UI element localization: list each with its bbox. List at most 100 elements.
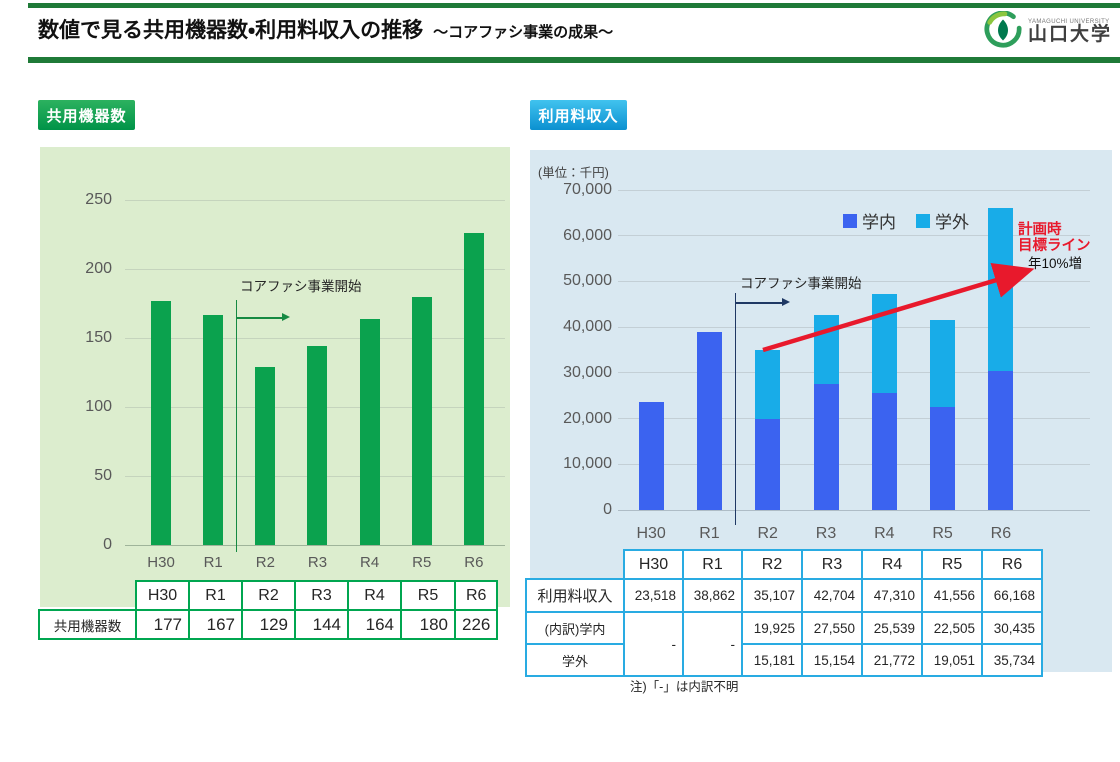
revenue-breakdown-unknown-H30: - (623, 611, 684, 677)
y-axis-tick-100: 100 (85, 398, 112, 415)
equipment-bar-R2 (255, 366, 276, 545)
revenue-total-R5: 41,556 (921, 578, 983, 613)
x-axis-label-R5: R5 (412, 554, 432, 571)
gridline-20000 (618, 418, 1090, 420)
row-label-external: 学外 (525, 643, 625, 677)
equipment-value-R2: 129 (241, 609, 296, 640)
revenue-bar-internal-R5 (930, 407, 956, 510)
x-axis-label-R6: R6 (990, 525, 1012, 542)
col-header-R4: R4 (861, 549, 923, 580)
y-axis-tick-250: 250 (85, 191, 112, 208)
equipment-value-R5: 180 (400, 609, 456, 640)
col-header-R2: R2 (241, 580, 296, 611)
equipment-badge: 共用機器数 (38, 100, 135, 130)
y-axis-tick-200: 200 (85, 260, 112, 277)
y-axis-tick-0: 0 (103, 536, 112, 553)
revenue-internal-R6: 30,435 (981, 611, 1043, 645)
project-start-line-right (734, 293, 736, 525)
equipment-value-R4: 164 (347, 609, 402, 640)
equipment-table: H30 R1 R2 R3 R4 R5 R6 共用機器数 177 167 129 144 164 180 22… (38, 580, 499, 640)
col-header-H30: H30 (135, 580, 190, 611)
project-start-label-right: コアファシ事業開始 (740, 276, 862, 291)
project-start-arrowhead-left (282, 313, 290, 322)
revenue-bar-internal-R2 (755, 418, 781, 510)
col-header-R3: R3 (294, 580, 349, 611)
revenue-external-R3: 15,154 (801, 643, 863, 677)
x-axis-label-R5: R5 (932, 525, 953, 542)
revenue-internal-R2: 19,925 (741, 611, 803, 645)
gridline-150 (125, 337, 505, 339)
equipment-bar-R4 (359, 318, 380, 545)
gridline-10000 (618, 463, 1090, 465)
gridline-200 (125, 268, 505, 270)
y-axis-tick-40000: 40,000 (563, 318, 612, 336)
col-header-R5: R5 (400, 580, 456, 611)
equipment-bar-H30 (151, 300, 172, 545)
revenue-bar-external-R5 (930, 320, 956, 408)
x-axis-label-R3: R3 (307, 554, 328, 571)
equipment-bar-R1 (203, 314, 224, 545)
equipment-value-R1: 167 (188, 609, 243, 640)
university-logo-icon (984, 10, 1022, 54)
revenue-internal-R3: 27,550 (801, 611, 863, 645)
revenue-total-R2: 35,107 (741, 578, 803, 613)
gridline-70000 (618, 189, 1090, 191)
revenue-data-table: H30 R1 R2 R3 R4 R5 R6 利用料収入 23,518 38,862 35,107 42… (525, 549, 1043, 677)
equipment-data-table: H30 R1 R2 R3 R4 R5 R6 共用機器数 177 167 129 144 164 180 22… (38, 580, 499, 640)
revenue-total-R3: 42,704 (801, 578, 863, 613)
row-label-equipment: 共用機器数 (38, 609, 137, 640)
y-axis-tick-70000: 70,000 (563, 181, 612, 198)
equipment-bar-R6 (463, 233, 484, 545)
header-bottom-rule (28, 57, 1120, 63)
equipment-bar-R3 (307, 346, 328, 545)
revenue-badge: 利用料収入 (530, 100, 627, 130)
y-axis-tick-60000: 60,000 (563, 226, 612, 244)
x-axis-label-H30: H30 (147, 554, 175, 571)
col-header-R4: R4 (347, 580, 402, 611)
x-axis-label-R1: R1 (699, 525, 720, 542)
x-axis-label-R3: R3 (815, 525, 837, 542)
y-axis-tick-50: 50 (94, 467, 112, 484)
revenue-bar-external-R3 (813, 314, 839, 385)
revenue-bar-external-R4 (871, 293, 897, 394)
legend-item-external: 学外 (916, 208, 969, 233)
legend-label-external: 学外 (935, 213, 969, 232)
header-top-rule (28, 3, 1120, 8)
col-header-R3: R3 (801, 549, 863, 580)
row-label-internal: (内訳)学内 (525, 611, 625, 645)
target-label-line1: 計画時 (1018, 222, 1062, 238)
y-axis-tick-30000: 30,000 (563, 363, 612, 381)
gridline-0 (125, 544, 505, 546)
revenue-bar-internal-R6 (988, 370, 1014, 510)
revenue-breakdown-unknown-R1: - (682, 611, 743, 677)
equipment-value-H30: 177 (135, 609, 190, 640)
revenue-bar-internal-R3 (813, 384, 839, 510)
university-name-en: YAMAGUCHI UNIVERSITY (1028, 18, 1110, 25)
university-logo-text: YAMAGUCHI UNIVERSITY 山口大学 (1028, 19, 1112, 46)
revenue-bar-external-R2 (755, 349, 781, 419)
x-axis-label-R1: R1 (203, 554, 223, 571)
y-axis-tick-20000: 20,000 (563, 409, 612, 427)
table-corner-spacer (526, 550, 624, 579)
gridline-250 (125, 199, 505, 201)
university-logo: YAMAGUCHI UNIVERSITY 山口大学 (984, 10, 1112, 54)
gridline-30000 (618, 372, 1090, 374)
col-header-R5: R5 (921, 549, 983, 580)
target-label-line3: 年10%増 (1028, 256, 1083, 271)
title-row: 数値で見る共用機器数・利用料収入の推移 ～コアファシ事業の成果～ (38, 14, 613, 44)
revenue-bar-internal-H30 (638, 402, 664, 510)
project-start-arrowhead-right (782, 298, 790, 307)
y-axis-tick-150: 150 (85, 329, 112, 346)
x-axis-label-R2: R2 (757, 525, 778, 542)
x-axis-label-R4: R4 (360, 554, 380, 571)
page-title: 数値で見る共用機器数・利用料収入の推移 (38, 19, 424, 42)
unit-label: (単位：千円) (538, 166, 609, 180)
revenue-total-H30: 23,518 (623, 578, 684, 613)
legend-swatch-external (916, 213, 930, 228)
revenue-internal-R4: 25,539 (861, 611, 923, 645)
y-axis-tick-0: 0 (603, 501, 612, 518)
gridline-40000 (618, 326, 1090, 328)
legend: 学内 学外 (843, 208, 969, 233)
col-header-R1: R1 (682, 549, 743, 580)
x-axis-label-R6: R6 (464, 554, 484, 571)
